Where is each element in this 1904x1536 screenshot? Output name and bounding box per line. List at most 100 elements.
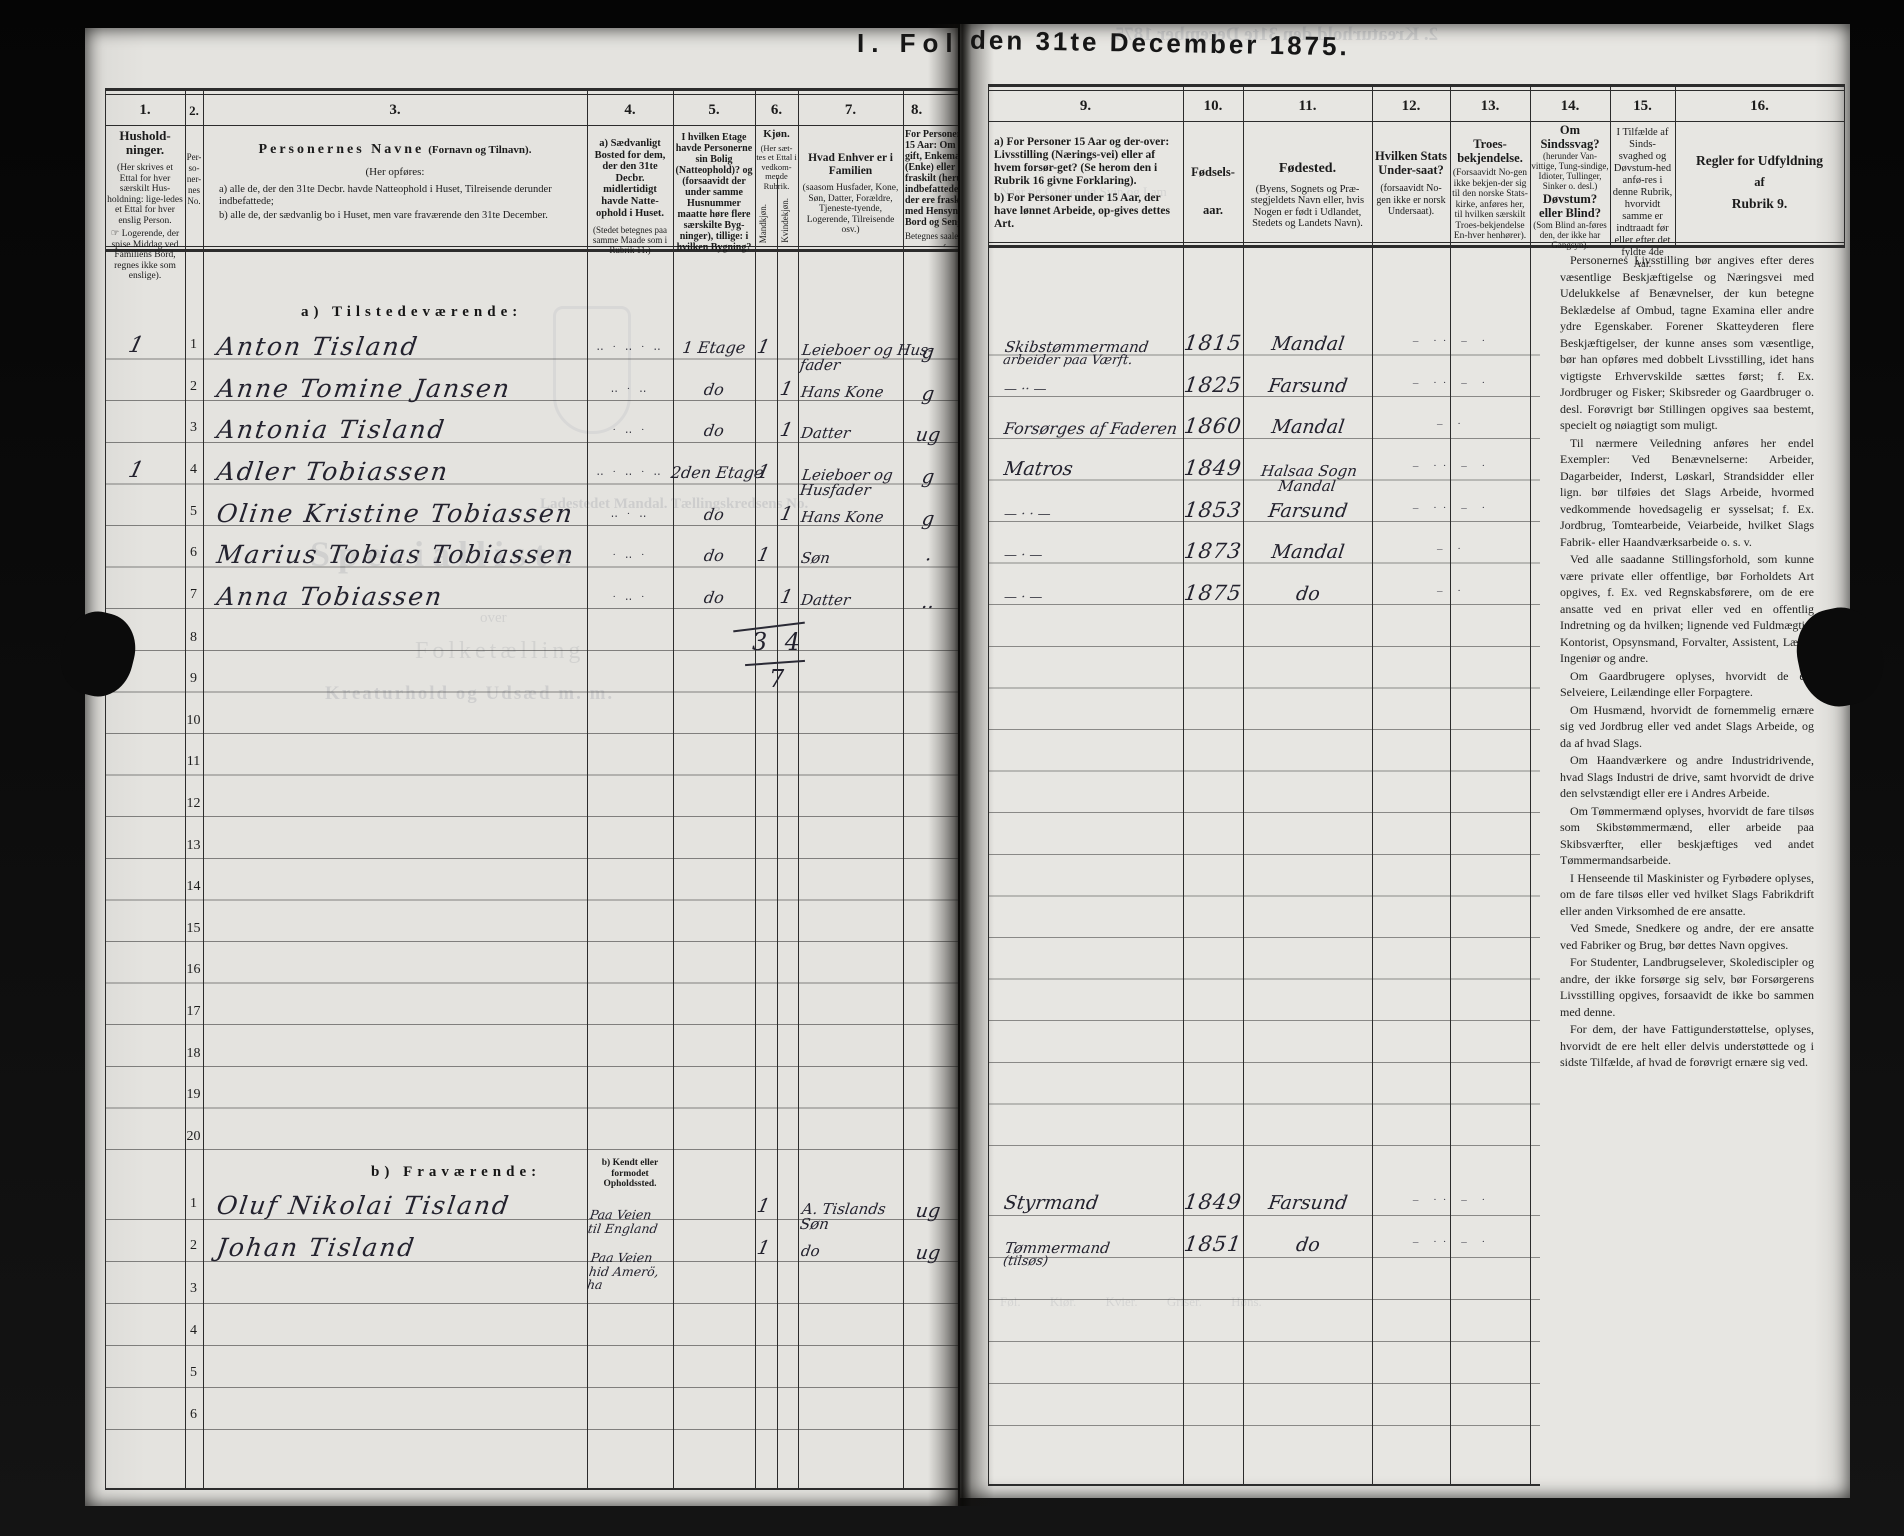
family-role: Datter: [799, 424, 852, 442]
family-role: Datter: [799, 591, 852, 609]
birthplace: Mandal: [1270, 541, 1346, 563]
column-title: Regler for Udfyldning: [1695, 153, 1823, 168]
column-item-a: a) For Personer 15 Aar og der-over: Livs…: [994, 136, 1170, 187]
birthplace: do: [1294, 1234, 1322, 1256]
column-number: 15.: [1610, 92, 1675, 122]
table-row: 2 Johan Tisland Paa Veien hid Amerö, ha 1 …: [85, 1227, 958, 1292]
column-header-6: 6. Kjøn. (Her sæt-tes et Ettal i vedkom-…: [755, 96, 798, 246]
column-line: [1183, 84, 1184, 1485]
column-note: (Stedet betegnes paa samme Maade som i R…: [592, 225, 668, 256]
marital-status: ug: [914, 1242, 942, 1264]
ditto-marks: ‥ · ‥: [610, 508, 650, 520]
ghost-text: Kreaturhold og Udsæd m. m.: [325, 683, 615, 704]
row-number: 20: [186, 1129, 201, 1144]
family-role: Leieboer og Husfader: [798, 466, 894, 499]
floor-entry: do: [702, 588, 726, 607]
person-name: Anna Tobiassen: [214, 582, 446, 611]
column-title: Hvilken Stats Under-saat?: [1375, 149, 1447, 177]
household-mark: 1: [125, 458, 147, 483]
row-number: 14: [186, 879, 201, 894]
birth-year: 1860: [1182, 414, 1244, 438]
column-note: I Tilfælde af Sinds-svaghed og Døvstum-h…: [1612, 127, 1673, 270]
instruction-paragraph: I Henseende til Maskinister og Fyrbødere…: [1560, 870, 1814, 918]
table-row: 2 Anne Tomine Jansen ‥ · ‥ do 1 Hans Kon…: [85, 368, 958, 405]
ditto-marks: – ·· – ·: [1412, 1194, 1492, 1206]
watermark-crest: [553, 306, 631, 434]
floor-entry: do: [702, 505, 726, 524]
column-note: Betegnes saaledes: ug., g., e., f.: [905, 231, 958, 246]
marital-status: g: [920, 508, 936, 530]
column-title: Hushold-ninger.: [119, 128, 171, 157]
marital-status: ug: [914, 1200, 942, 1222]
left-page: I. Folketæ Ladestedet Mandal. Tællingskr…: [85, 28, 1041, 1506]
marital-status: ug: [914, 424, 942, 446]
family-role: Søn: [799, 549, 832, 567]
column-number: 2.: [185, 96, 203, 126]
instruction-paragraph: For dem, der have Fattigunderstøttelse, …: [1560, 1022, 1814, 1069]
occupation: Matros: [1002, 458, 1075, 480]
column-line: [903, 88, 904, 1489]
column-item-b: b) alle de, der sædvanlig bo i Huset, me…: [219, 210, 548, 222]
marital-status: g: [920, 341, 936, 363]
column-header-5: 5. I hvilken Etage havde Personerne sin …: [673, 96, 755, 253]
column-title: Per- so- ner- nes No.: [186, 152, 202, 206]
person-name: Antonia Tisland: [214, 415, 448, 444]
row-number: 5: [190, 1365, 197, 1380]
column-number: 7.: [798, 96, 903, 126]
ghost-text: over: [480, 610, 507, 626]
tally-total: 7: [769, 665, 785, 693]
column-note: (Her sæt-tes et Ettal i vedkom-mende Rub…: [756, 142, 797, 191]
table-line: [105, 94, 958, 95]
column-line: [105, 88, 106, 1489]
male-tally: 1: [755, 544, 772, 566]
column-number: 13.: [1450, 92, 1530, 122]
column-line: [1610, 84, 1611, 247]
column-title: aar.: [1202, 202, 1224, 217]
birth-year: 1875: [1182, 581, 1244, 605]
birthplace: Mandal: [1270, 333, 1346, 355]
column-number: 9.: [988, 92, 1183, 122]
rubrik-9-instructions: Personernes Livsstilling bør angives eft…: [1560, 252, 1814, 1460]
marital-status: ·: [923, 549, 933, 571]
column-note: ☞ Logerende, der spise Middag ved Famili…: [110, 229, 180, 281]
birthplace: Farsund: [1267, 375, 1349, 397]
column-title: af: [1754, 174, 1765, 189]
birth-year: 1849: [1182, 1190, 1244, 1214]
whereabouts: Paa Veien til England: [587, 1207, 659, 1236]
person-name: Johan Tisland: [214, 1233, 418, 1262]
table-line: [988, 1484, 1540, 1486]
row-number: 6: [190, 1407, 197, 1422]
column-subtitle: (Fornavn og Tilnavn).: [428, 144, 532, 156]
column-line: [1450, 84, 1451, 1485]
birth-year: 1873: [1182, 539, 1244, 563]
column-number: 14.: [1530, 92, 1610, 122]
table-row: 3 Antonia Tisland · ‥ · do 1 Datter ug: [85, 409, 958, 446]
column-header-8: 8. For Personer over 15 Aar: Om ugift, g…: [903, 96, 958, 246]
column-header-9: 9. a) For Personer 15 Aar og der-over: L…: [988, 92, 1183, 242]
column-line: [587, 88, 588, 1489]
column-sub: (Her opføres:: [365, 166, 425, 178]
table-line: [988, 84, 1845, 87]
person-name: Anne Tomine Jansen: [214, 374, 514, 403]
instruction-paragraph: Om Haandværkere og andre Industridrivend…: [1560, 753, 1814, 800]
occupation: Styrmand: [1002, 1192, 1100, 1214]
person-name: Marius Tobias Tobiassen: [214, 540, 578, 569]
column-title: For Personer over 15 Aar: Om ugift, gift…: [905, 129, 958, 228]
column-title: Døvstum? eller Blind?: [1539, 192, 1601, 220]
row-number: 13: [186, 838, 201, 853]
birthplace: Mandal: [1270, 416, 1346, 438]
table-line: [988, 242, 1845, 243]
column-header-1: 1. Hushold-ninger. (Her skrives et Ettal…: [105, 96, 185, 281]
birth-year: 1815: [1182, 331, 1244, 355]
ghost-text: Specialliste: [310, 534, 578, 574]
male-tally: 1: [755, 1195, 772, 1217]
ditto-marks: · ‥ ·: [612, 549, 648, 561]
ditto-marks: – ·· – ·: [1412, 377, 1492, 389]
table-row: 1 4 Adler Tobiassen ‥ · ‥ · ‥ 2den Etage…: [85, 451, 958, 499]
column-title: Fødested.: [1278, 161, 1337, 176]
row-lines: [105, 1178, 958, 1432]
row-number: 11: [186, 754, 201, 769]
marital-status: g: [920, 383, 936, 405]
column-title: I hvilken Etage havde Personerne sin Bol…: [675, 132, 753, 253]
